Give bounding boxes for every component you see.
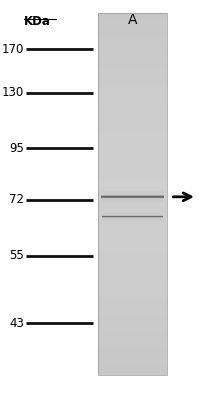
Bar <box>98 126 167 131</box>
Bar <box>98 18 167 22</box>
Bar <box>98 190 167 194</box>
Bar <box>98 149 167 153</box>
Bar <box>98 153 167 158</box>
Bar <box>98 325 167 330</box>
Bar <box>98 113 167 117</box>
Bar <box>98 63 167 68</box>
Bar <box>98 294 167 298</box>
Bar <box>98 226 167 230</box>
Bar <box>98 334 167 339</box>
Bar <box>98 343 167 348</box>
Bar <box>98 185 167 190</box>
Text: 55: 55 <box>9 249 24 262</box>
Text: 95: 95 <box>9 142 24 155</box>
Bar <box>98 122 167 126</box>
Bar <box>98 117 167 122</box>
Bar <box>98 257 167 262</box>
Bar <box>98 217 167 221</box>
Bar <box>98 13 167 18</box>
Bar <box>98 352 167 357</box>
Bar <box>98 36 167 40</box>
Bar <box>98 108 167 113</box>
Bar <box>98 50 167 54</box>
Bar <box>98 361 167 366</box>
Bar <box>98 45 167 50</box>
Bar <box>98 54 167 58</box>
Bar <box>98 221 167 226</box>
Bar <box>98 312 167 316</box>
Bar <box>98 248 167 253</box>
Bar <box>98 176 167 180</box>
Bar <box>98 280 167 284</box>
Bar <box>98 13 167 375</box>
Bar <box>98 208 167 212</box>
Bar <box>98 289 167 294</box>
Bar <box>98 203 167 208</box>
Bar <box>98 81 167 86</box>
Bar <box>98 262 167 266</box>
Bar <box>98 244 167 248</box>
Bar <box>98 230 167 235</box>
Bar <box>98 198 167 203</box>
Bar <box>98 167 167 172</box>
Bar <box>98 22 167 27</box>
Bar <box>98 144 167 149</box>
Bar <box>98 86 167 90</box>
Bar <box>98 162 167 167</box>
Bar <box>98 131 167 135</box>
Bar <box>98 40 167 45</box>
Bar <box>98 158 167 162</box>
Bar <box>98 357 167 361</box>
Bar <box>98 366 167 370</box>
Bar <box>98 348 167 352</box>
Bar <box>98 271 167 275</box>
Text: 130: 130 <box>2 86 24 99</box>
Bar <box>98 180 167 185</box>
Bar <box>98 76 167 81</box>
Bar <box>98 275 167 280</box>
Bar <box>98 72 167 76</box>
Text: 72: 72 <box>9 194 24 206</box>
Text: 43: 43 <box>9 317 24 330</box>
Bar <box>98 104 167 108</box>
Text: 170: 170 <box>2 42 24 56</box>
Bar <box>98 58 167 63</box>
Bar <box>98 212 167 217</box>
Bar <box>98 316 167 320</box>
Bar <box>98 31 167 36</box>
Bar <box>98 302 167 307</box>
Bar <box>98 194 167 198</box>
Bar <box>98 339 167 343</box>
Bar <box>98 135 167 140</box>
Bar <box>98 266 167 271</box>
Bar <box>98 90 167 95</box>
Bar <box>98 253 167 257</box>
Bar <box>98 330 167 334</box>
Bar <box>98 239 167 244</box>
Bar <box>98 27 167 31</box>
Bar <box>98 99 167 104</box>
Bar <box>98 320 167 325</box>
Bar <box>98 307 167 312</box>
Bar <box>98 95 167 99</box>
Text: A: A <box>128 12 137 26</box>
Bar <box>98 140 167 144</box>
Bar <box>98 298 167 302</box>
Bar <box>98 235 167 239</box>
Bar <box>98 284 167 289</box>
Bar <box>98 68 167 72</box>
Text: KDa: KDa <box>24 15 51 28</box>
Bar <box>98 370 167 375</box>
Bar <box>98 172 167 176</box>
